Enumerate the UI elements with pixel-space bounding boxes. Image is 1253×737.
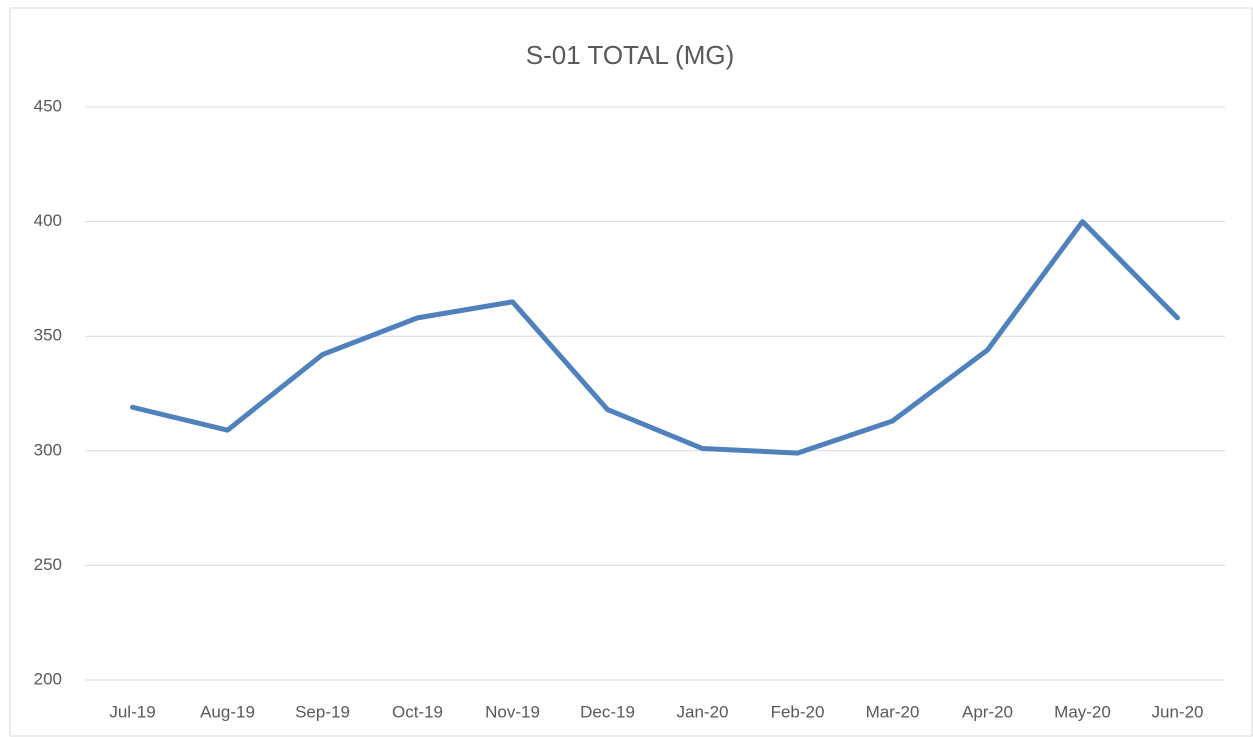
y-tick-label: 400: [34, 211, 62, 230]
x-tick-label: Jun-20: [1152, 702, 1204, 721]
chart-title: S-01 TOTAL (MG): [526, 40, 735, 70]
chart-frame: [9, 7, 1253, 737]
x-tick-label: May-20: [1054, 702, 1111, 721]
line-series: [130, 219, 1180, 456]
x-tick-label: Apr-20: [962, 702, 1013, 721]
x-tick-label: Mar-20: [866, 702, 920, 721]
y-tick-label: 350: [34, 326, 62, 345]
y-tick-label: 250: [34, 555, 62, 574]
x-tick-label: Feb-20: [771, 702, 825, 721]
y-tick-label: 450: [34, 96, 62, 115]
x-tick-label: Jan-20: [677, 702, 729, 721]
x-tick-label: Jul-19: [109, 702, 155, 721]
y-tick-label: 200: [34, 669, 62, 688]
x-tick-label: Dec-19: [580, 702, 635, 721]
y-tick-label: 300: [34, 440, 62, 459]
x-tick-label: Oct-19: [392, 702, 443, 721]
x-tick-label: Nov-19: [485, 702, 540, 721]
x-tick-label: Sep-19: [295, 702, 350, 721]
x-tick-label: Aug-19: [200, 702, 255, 721]
